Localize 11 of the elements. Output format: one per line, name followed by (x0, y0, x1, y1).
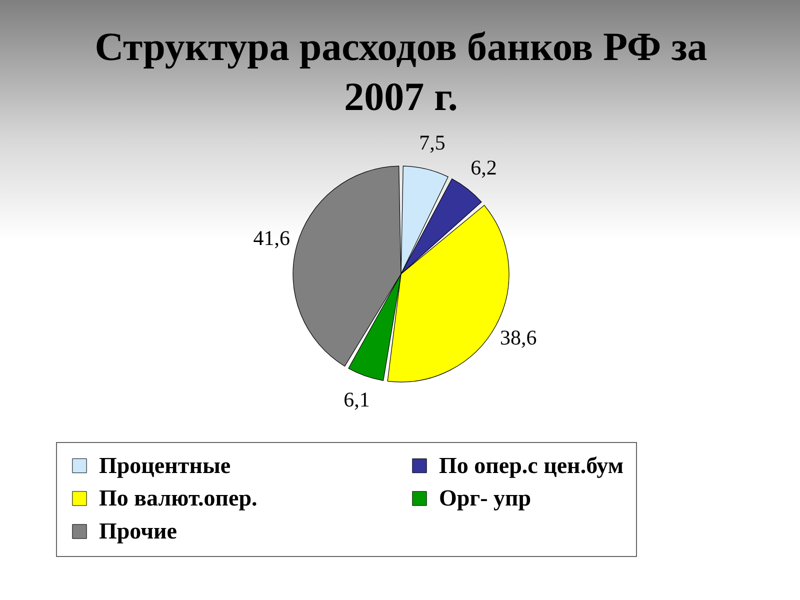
data-label: 6,1 (344, 388, 370, 412)
data-label: 7,5 (419, 130, 446, 155)
chart-title: Структура расходов банков РФ за 2007 г. (94, 24, 708, 119)
data-label: 41,6 (253, 226, 290, 250)
legend-label: Процентные (99, 452, 231, 478)
legend-label: Орг- упр (439, 486, 532, 510)
data-label: 38,6 (500, 326, 537, 350)
legend-label: По опер.с цен.бум (439, 452, 624, 478)
data-label: 6,2 (470, 156, 497, 180)
legend-label: По валют.опер. (99, 486, 258, 510)
legend-label: Прочие (99, 518, 178, 544)
